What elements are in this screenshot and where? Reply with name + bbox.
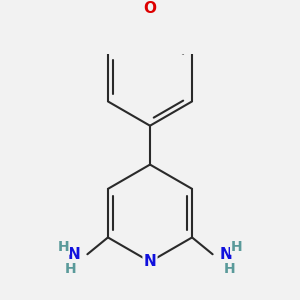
Text: N: N bbox=[67, 247, 80, 262]
Text: O: O bbox=[143, 1, 157, 16]
Text: H: H bbox=[224, 262, 235, 276]
Text: H: H bbox=[65, 262, 76, 276]
Text: H: H bbox=[231, 240, 243, 254]
Text: N: N bbox=[220, 247, 233, 262]
Text: H: H bbox=[57, 240, 69, 254]
Text: N: N bbox=[144, 254, 156, 269]
